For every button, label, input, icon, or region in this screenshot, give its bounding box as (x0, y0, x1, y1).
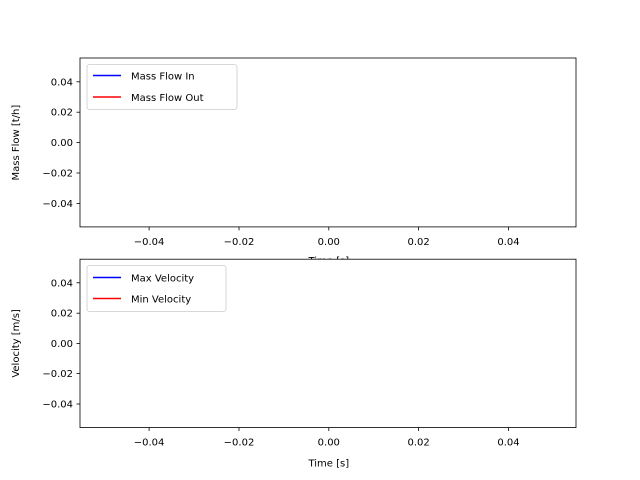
x-tick-label: −0.04 (134, 237, 165, 248)
y-tick: 0.02 (51, 309, 80, 320)
y-tick-label: 0.00 (51, 138, 73, 149)
x-tick-label: 0.02 (407, 438, 429, 449)
x-tick-label: 0.00 (318, 237, 340, 248)
y-tick: −0.04 (42, 400, 80, 411)
x-tick-label: −0.04 (134, 438, 165, 449)
y-tick: −0.02 (42, 369, 80, 380)
legend-label: Max Velocity (131, 274, 194, 285)
legend-box (86, 64, 238, 110)
mass-flow-subplot: −0.04 −0.02 0.00 0.02 0.04 0. (11, 57, 577, 267)
mass-flow-legend: Mass Flow In Mass Flow Out (86, 64, 238, 110)
x-tick: 0.04 (497, 427, 520, 449)
y-tick-label: −0.02 (42, 369, 73, 380)
y-tick-label: 0.00 (51, 339, 73, 350)
x-tick: 0.02 (407, 226, 430, 248)
x-tick-label: −0.02 (224, 237, 255, 248)
legend-label: Mass Flow In (131, 72, 195, 83)
velocity-subplot: −0.04 −0.02 0.00 0.02 0.04 0.04 (11, 258, 577, 470)
x-tick: 0.04 (497, 226, 520, 248)
y-tick: 0.04 (51, 77, 80, 88)
legend-entry-max-velocity: Max Velocity (93, 274, 194, 285)
y-tick-label: −0.04 (42, 400, 73, 411)
x-tick-label: 0.04 (497, 237, 519, 248)
y-tick: −0.02 (42, 169, 80, 180)
y-tick-label: 0.02 (51, 108, 73, 119)
legend-box (86, 265, 227, 312)
legend-entry-mass-flow-in: Mass Flow In (93, 72, 195, 83)
x-tick-label: 0.00 (318, 438, 340, 449)
y-tick-label: −0.02 (42, 169, 73, 180)
y-tick: 0.00 (51, 339, 80, 350)
legend-entry-min-velocity: Min Velocity (93, 295, 191, 306)
x-tick: 0.00 (318, 427, 340, 449)
y-tick: −0.04 (42, 199, 80, 210)
velocity-y-axis-label: Velocity [m/s] (11, 309, 22, 378)
x-tick: −0.02 (224, 226, 255, 248)
legend-label: Mass Flow Out (131, 93, 204, 104)
velocity-x-axis-label: Time [s] (307, 459, 349, 470)
x-tick-label: −0.02 (224, 438, 255, 449)
x-tick: 0.02 (407, 427, 430, 449)
mass-flow-y-ticks: 0.04 0.02 0.00 −0.02 −0.04 (42, 77, 80, 210)
x-tick-label: 0.02 (407, 237, 429, 248)
y-tick-label: 0.02 (51, 309, 73, 320)
y-tick-label: −0.04 (42, 199, 73, 210)
x-tick: 0.00 (318, 226, 340, 248)
velocity-y-ticks: 0.04 0.02 0.00 −0.02 −0.04 (42, 278, 80, 411)
velocity-plot-frame (79, 258, 577, 428)
mass-flow-x-ticks: −0.04 −0.02 0.00 0.02 0.04 (134, 226, 520, 248)
velocity-x-ticks: −0.04 −0.02 0.00 0.02 0.04 (134, 427, 520, 449)
x-tick: −0.02 (224, 427, 255, 449)
velocity-legend: Max Velocity Min Velocity (86, 265, 227, 312)
y-tick: 0.04 (51, 278, 80, 289)
x-tick: −0.04 (134, 226, 165, 248)
y-tick-label: 0.04 (51, 278, 73, 289)
mass-flow-plot-frame (79, 57, 577, 228)
mass-flow-y-axis-label: Mass Flow [t/h] (11, 105, 22, 181)
x-tick: −0.04 (134, 427, 165, 449)
legend-entry-mass-flow-out: Mass Flow Out (93, 93, 204, 104)
y-tick: 0.00 (51, 138, 80, 149)
y-tick-label: 0.04 (51, 77, 73, 88)
x-tick-label: 0.04 (497, 438, 519, 449)
legend-label: Min Velocity (131, 295, 191, 306)
y-tick: 0.02 (51, 108, 80, 119)
